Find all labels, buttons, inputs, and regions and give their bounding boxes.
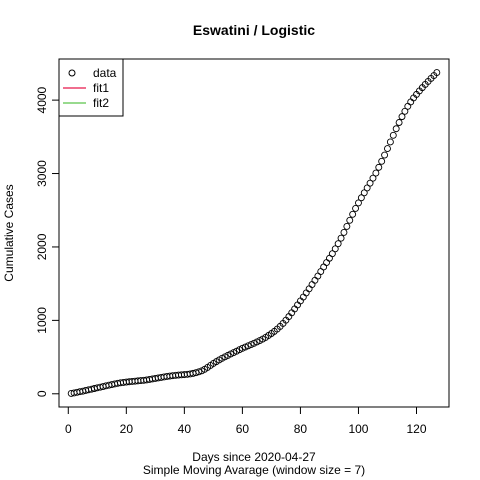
y-tick-label: 3000 [35,160,49,187]
x-tick-label: 40 [178,422,192,436]
x-tick-label: 20 [120,422,134,436]
data-point [331,245,339,253]
legend: data fit1 fit2 [58,58,124,117]
data-point [366,179,374,187]
data-point [375,163,383,171]
x-tick-label: 120 [406,422,426,436]
data-point [352,204,360,212]
data-point [355,199,362,207]
y-tick-label: 2000 [35,233,49,260]
data-point [314,272,322,280]
x-tick-label: 60 [236,422,250,436]
data-point [381,151,389,159]
data-point [343,222,351,230]
data-point [357,194,365,202]
x-axis-ticks: 0 20 40 60 80 100 120 [65,407,427,436]
y-tick-label: 1000 [35,307,49,334]
data-point [386,138,394,146]
data-point [395,119,403,126]
data-point [349,210,357,218]
data-point [401,107,409,115]
data-point [320,263,328,271]
chart-title: Eswatini / Logistic [193,22,315,38]
data-point [378,157,386,165]
data-point [346,216,354,224]
data-point [404,102,412,110]
data-point [372,169,380,177]
y-axis-ticks: 0 1000 2000 3000 4000 [35,86,59,397]
data-point [369,174,377,182]
data-point [389,131,397,139]
legend-label-fit2: fit2 [93,96,109,110]
data-point [337,234,345,242]
legend-marker-data [68,69,76,77]
x-tick-label: 0 [65,422,72,436]
data-point [407,98,415,106]
legend-label-fit1: fit1 [93,81,109,95]
y-tick-label: 4000 [35,86,49,113]
data-point [323,259,330,266]
data-point [398,113,406,121]
data-point [433,69,441,77]
legend-label-data: data [93,66,117,80]
data-point [334,240,342,248]
data-point [302,289,310,297]
data-point [340,228,348,236]
data-point [308,281,316,288]
x-axis-sublabel: Simple Moving Avarage (window size = 7) [143,463,365,477]
x-axis-label: Days since 2020-04-27 [192,450,316,464]
data-point [195,368,203,376]
y-axis-label: Cumulative Cases [2,184,16,281]
data-point [384,145,391,153]
data-point [392,125,400,133]
x-tick-label: 100 [348,422,368,436]
data-series [67,69,441,397]
data-point [311,276,319,284]
y-tick-label: 0 [35,390,49,397]
data-point [305,285,313,293]
x-tick-label: 80 [294,422,308,436]
